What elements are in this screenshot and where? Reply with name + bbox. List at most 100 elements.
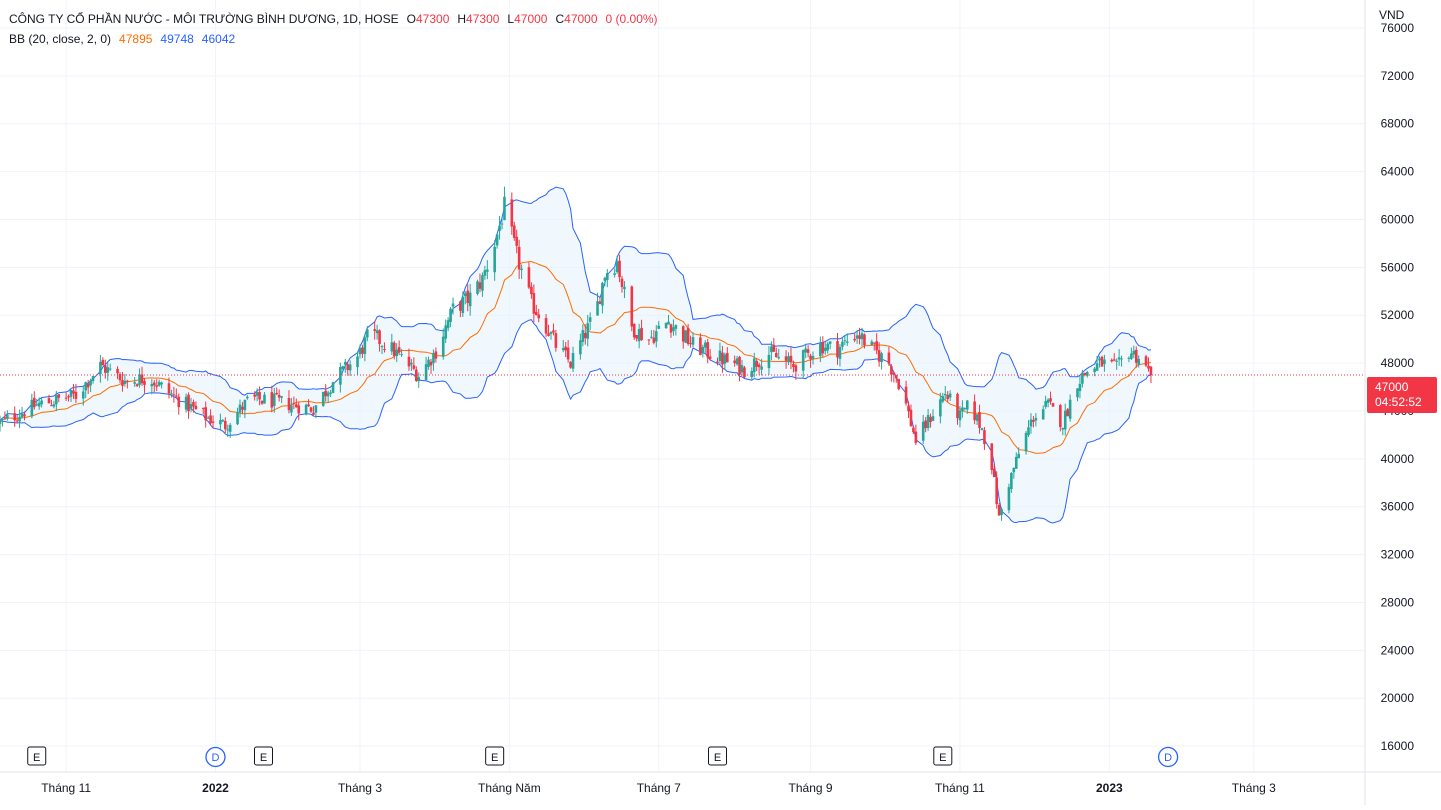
- candle[interactable]: [483, 265, 487, 280]
- earnings-marker[interactable]: E: [27, 746, 47, 766]
- candle[interactable]: [348, 360, 352, 376]
- candle[interactable]: [1032, 415, 1035, 428]
- candle[interactable]: [941, 392, 945, 404]
- candle[interactable]: [534, 304, 538, 316]
- candle[interactable]: [530, 282, 533, 299]
- candle[interactable]: [647, 339, 651, 345]
- candle[interactable]: [787, 352, 790, 365]
- candle[interactable]: [723, 352, 727, 370]
- candle[interactable]: [343, 358, 347, 373]
- candle[interactable]: [441, 328, 445, 360]
- candle[interactable]: [1095, 355, 1099, 372]
- candle[interactable]: [1147, 357, 1150, 372]
- dividend-marker[interactable]: D: [205, 746, 226, 768]
- candle[interactable]: [892, 372, 896, 383]
- candle[interactable]: [921, 414, 925, 444]
- candle[interactable]: [819, 336, 822, 363]
- candle[interactable]: [1078, 376, 1082, 399]
- candle[interactable]: [569, 361, 572, 369]
- candle[interactable]: [1010, 472, 1013, 493]
- candle[interactable]: [461, 291, 465, 318]
- candle[interactable]: [400, 348, 403, 357]
- earnings-marker[interactable]: E: [485, 746, 505, 766]
- candle[interactable]: [843, 335, 847, 346]
- candle[interactable]: [527, 262, 531, 290]
- candle[interactable]: [37, 397, 41, 410]
- candle[interactable]: [1083, 372, 1087, 377]
- candle[interactable]: [1063, 403, 1067, 436]
- candle[interactable]: [1085, 370, 1089, 378]
- candle[interactable]: [794, 363, 798, 380]
- candle[interactable]: [429, 358, 433, 374]
- candle[interactable]: [640, 319, 643, 341]
- candle[interactable]: [228, 422, 232, 438]
- candle[interactable]: [512, 221, 516, 241]
- candle[interactable]: [55, 390, 58, 412]
- candle[interactable]: [67, 394, 70, 402]
- candle[interactable]: [1149, 365, 1153, 384]
- candle[interactable]: [630, 285, 634, 332]
- candle[interactable]: [346, 361, 350, 376]
- candle[interactable]: [1066, 408, 1069, 417]
- candle[interactable]: [157, 379, 161, 387]
- candle[interactable]: [1134, 346, 1138, 368]
- candle[interactable]: [187, 392, 190, 419]
- candle[interactable]: [476, 279, 479, 296]
- candle[interactable]: [91, 375, 95, 384]
- candle[interactable]: [872, 342, 876, 351]
- candle[interactable]: [424, 356, 428, 381]
- candle[interactable]: [792, 360, 795, 373]
- candle[interactable]: [943, 386, 947, 401]
- candle[interactable]: [1, 417, 4, 427]
- candle[interactable]: [961, 400, 964, 418]
- candle[interactable]: [57, 394, 61, 403]
- candle[interactable]: [1061, 427, 1065, 436]
- candle[interactable]: [1059, 403, 1062, 432]
- candle[interactable]: [390, 333, 394, 355]
- candle[interactable]: [701, 344, 705, 358]
- candle[interactable]: [894, 375, 898, 383]
- candle[interactable]: [3, 411, 7, 420]
- candle[interactable]: [23, 411, 26, 421]
- candle[interactable]: [973, 394, 976, 425]
- candle[interactable]: [1034, 413, 1038, 427]
- candle[interactable]: [708, 348, 712, 361]
- candle[interactable]: [735, 355, 739, 366]
- candle[interactable]: [6, 410, 9, 421]
- candle[interactable]: [1100, 355, 1104, 367]
- candle[interactable]: [1000, 507, 1003, 521]
- candle[interactable]: [811, 351, 815, 365]
- candle[interactable]: [468, 284, 472, 316]
- candle[interactable]: [407, 348, 411, 371]
- candle[interactable]: [965, 399, 969, 414]
- candle[interactable]: [1110, 358, 1114, 363]
- candle[interactable]: [699, 333, 702, 356]
- candle[interactable]: [312, 406, 315, 416]
- candle[interactable]: [681, 325, 685, 349]
- candle[interactable]: [1044, 395, 1047, 409]
- candle[interactable]: [1017, 447, 1021, 459]
- candle[interactable]: [752, 352, 756, 378]
- candle[interactable]: [204, 401, 208, 428]
- candle[interactable]: [1049, 391, 1052, 405]
- candle[interactable]: [72, 383, 75, 400]
- candle[interactable]: [412, 357, 416, 371]
- candle[interactable]: [664, 322, 668, 329]
- candle[interactable]: [339, 362, 342, 393]
- candle[interactable]: [272, 387, 276, 413]
- candle[interactable]: [652, 330, 656, 345]
- candle[interactable]: [255, 388, 259, 402]
- candle[interactable]: [983, 427, 986, 450]
- candle[interactable]: [939, 392, 942, 424]
- candle[interactable]: [532, 284, 536, 323]
- candle[interactable]: [958, 405, 962, 428]
- candle[interactable]: [444, 319, 447, 344]
- candle[interactable]: [329, 389, 332, 398]
- candle[interactable]: [826, 341, 830, 354]
- candle[interactable]: [931, 409, 935, 422]
- candle[interactable]: [383, 342, 386, 353]
- candle[interactable]: [133, 377, 136, 388]
- candle[interactable]: [238, 399, 242, 418]
- candle[interactable]: [260, 400, 264, 405]
